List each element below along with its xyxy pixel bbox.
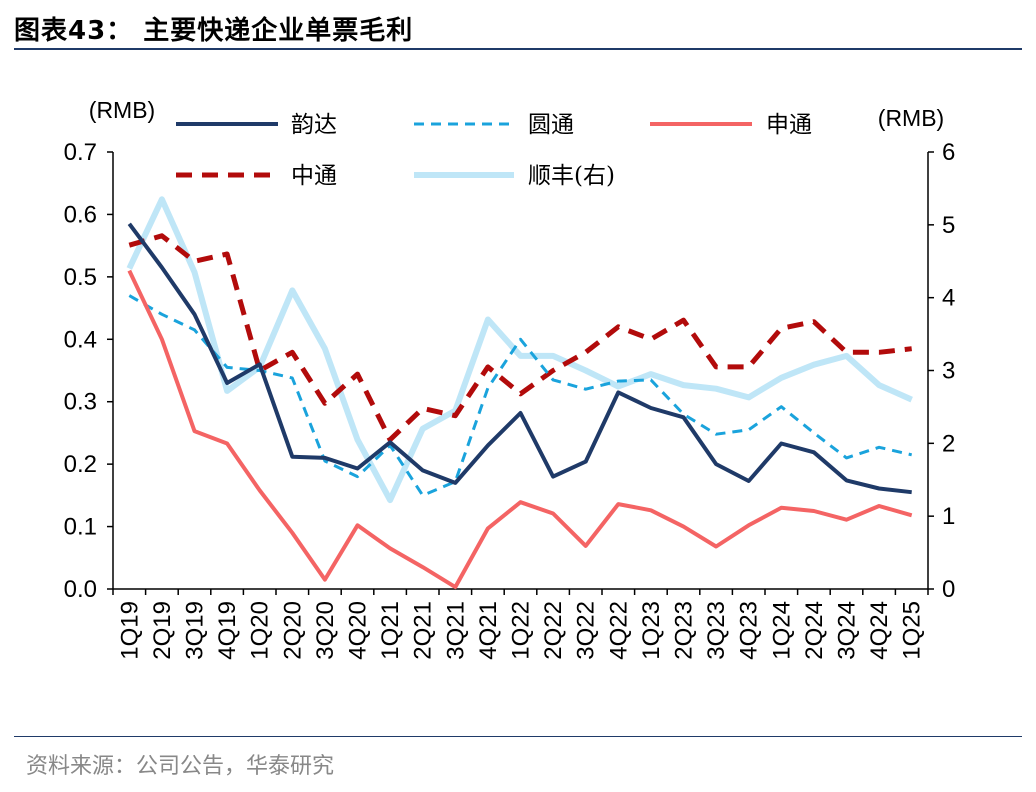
x-tick-label: 4Q23 [736, 601, 763, 660]
x-tick-label: 2Q21 [410, 601, 437, 660]
x-tick-label: 4Q19 [214, 601, 241, 660]
left-tick-label: 0.4 [64, 326, 97, 353]
left-tick-label: 0.6 [64, 201, 97, 228]
legend-label: 韵达 [291, 112, 337, 138]
x-tick-label: 4Q24 [866, 601, 893, 660]
series-line [128, 233, 912, 443]
figure-title: 图表43： 主要快递企业单票毛利 [14, 16, 414, 46]
legend-label: 顺丰(右) [528, 163, 615, 189]
right-tick-label: 6 [942, 139, 955, 166]
left-tick-label: 0.1 [64, 514, 97, 541]
x-tick-label: 3Q24 [834, 601, 861, 660]
right-axis-unit: (RMB) [878, 105, 944, 131]
x-tick-label: 3Q22 [573, 601, 600, 660]
x-tick-label: 2Q23 [671, 601, 698, 660]
x-tick-label: 4Q22 [605, 601, 632, 660]
left-axis-unit: (RMB) [89, 97, 155, 123]
x-tick-label: 2Q22 [540, 601, 567, 660]
right-tick-label: 1 [942, 503, 955, 530]
source-note: 资料来源：公司公告，华泰研究 [26, 754, 335, 779]
x-tick-label: 1Q23 [638, 601, 665, 660]
series-lines [126, 196, 913, 590]
x-tick-label: 1Q24 [768, 601, 795, 660]
series-line [126, 196, 913, 504]
legend-label: 圆通 [528, 112, 574, 138]
left-tick-label: 0.0 [64, 576, 97, 603]
x-tick-label: 4Q20 [345, 601, 372, 660]
right-tick-label: 3 [942, 358, 955, 385]
x-tick-label: 1Q25 [899, 601, 926, 660]
footer-divider [14, 736, 1022, 737]
left-tick-label: 0.7 [64, 139, 97, 166]
right-tick-label: 0 [942, 576, 955, 603]
right-tick-label: 4 [942, 285, 955, 312]
right-tick-label: 5 [942, 212, 955, 239]
series-line [127, 222, 912, 495]
title-divider [14, 48, 1022, 50]
x-tick-label: 3Q23 [703, 601, 730, 660]
x-tick-label: 1Q22 [508, 601, 535, 660]
right-tick-label: 2 [942, 430, 955, 457]
legend-label: 申通 [766, 112, 812, 138]
left-tick-label: 0.5 [64, 264, 97, 291]
x-tick-label: 1Q21 [377, 601, 404, 660]
x-tick-label: 1Q19 [116, 601, 143, 660]
series-line [128, 294, 913, 497]
legend-label: 中通 [291, 163, 337, 189]
left-tick-label: 0.3 [64, 389, 97, 416]
left-tick-label: 0.2 [64, 451, 97, 478]
x-tick-label: 3Q19 [182, 601, 209, 660]
series-line [127, 269, 913, 590]
x-tick-label: 4Q21 [475, 601, 502, 660]
x-tick-label: 2Q20 [279, 601, 306, 660]
x-tick-label: 2Q19 [149, 601, 176, 660]
x-tick-label: 3Q21 [442, 601, 469, 660]
x-tick-label: 3Q20 [312, 601, 339, 660]
x-tick-label: 2Q24 [801, 601, 828, 660]
x-tick-label: 1Q20 [247, 601, 274, 660]
